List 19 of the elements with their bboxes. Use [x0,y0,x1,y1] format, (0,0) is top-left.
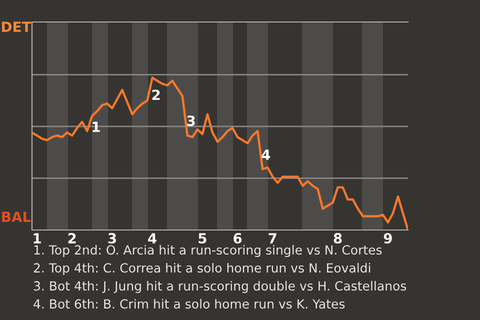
text: 3. Bot 4th: J. Jung hit a run-scoring double vs H. Castellanos [34,280,406,294]
text: 2. Top 4th: C. Correa hit a solo home run vs N. Eovaldi [34,262,370,276]
x-tick-label: 5 [198,233,206,244]
annotation: 3 [187,116,195,126]
annotation: 2 [152,90,160,100]
text: DET [2,22,32,32]
x-tick-label: 9 [384,233,392,244]
annotation: 1 [92,122,100,132]
x-tick-label: 7 [268,233,276,244]
x-tick-label: 1 [34,233,41,244]
text: 1. Top 2nd: O. Arcia hit a run-scoring single vs N. Cortes [34,244,382,258]
x-tick-label: 4 [148,233,157,244]
x-tick-label: 6 [234,233,242,244]
text: BAL [2,212,31,222]
annotation: 4 [262,150,270,160]
x-tick-label: 3 [108,233,116,244]
x-tick-label: 2 [68,233,76,244]
text: 4. Bot 6th: B. Crim hit a solo home run vs K. Yates [34,298,345,309]
x-tick-label: 8 [334,233,342,244]
